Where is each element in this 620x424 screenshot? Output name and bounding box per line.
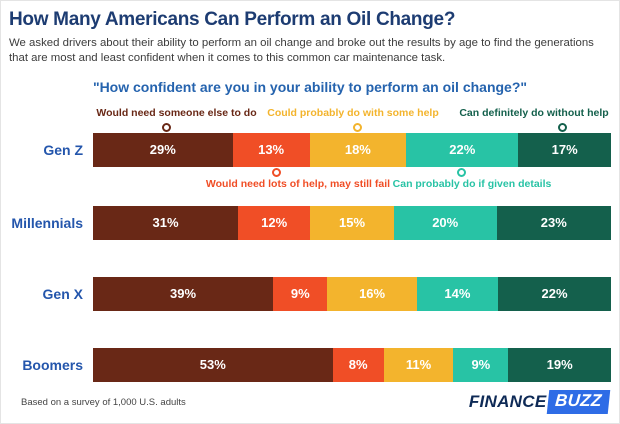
page-title: How Many Americans Can Perform an Oil Ch…: [9, 9, 456, 30]
bar-segment: 13%: [232, 132, 310, 167]
legend-label-need-someone-else: Would need someone else to do: [96, 106, 257, 119]
stacked-bar: 29% 13% 18% 22% 17%: [93, 132, 611, 167]
legend-label-definitely-without-help: Can definitely do without help: [459, 106, 609, 119]
bar-segment: 23%: [496, 205, 611, 240]
bar-row-gen-z: Gen Z 29% 13% 18% 22% 17%: [9, 132, 611, 167]
category-label-gen-x: Gen X: [42, 285, 83, 302]
bar-segment: 11%: [383, 347, 454, 382]
bar-segment: 9%: [273, 276, 328, 311]
stacked-bar: 31% 12% 15% 20% 23%: [93, 205, 611, 240]
footer: Based on a survey of 1,000 U.S. adults F…: [1, 389, 619, 415]
stacked-bar: 39% 9% 16% 14% 22%: [93, 276, 612, 311]
bar-row-millennials: Millennials 31% 12% 15% 20% 23%: [9, 205, 611, 240]
bar-segment: 22%: [406, 132, 519, 167]
bar-segment: 18%: [309, 132, 407, 167]
category-label-gen-z: Gen Z: [43, 141, 83, 158]
source-note: Based on a survey of 1,000 U.S. adults: [21, 396, 186, 408]
bar-segment: 31%: [93, 205, 239, 240]
legend-ring-icon: [353, 122, 362, 132]
bar-segment: 20%: [393, 205, 497, 240]
category-label-boomers: Boomers: [22, 356, 83, 373]
legend-ring-icon: [162, 122, 171, 132]
bar-segment: 14%: [416, 276, 499, 311]
bar-row-boomers: Boomers 53% 8% 11% 9% 19%: [9, 347, 611, 382]
subtitle: We asked drivers about their ability to …: [9, 37, 594, 65]
bar-segment: 39%: [93, 276, 274, 311]
bar-segment: 16%: [327, 276, 417, 311]
bar-segment: 17%: [518, 132, 611, 167]
survey-question: "How confident are you in your ability t…: [92, 78, 528, 95]
legend-ring-icon: [272, 167, 281, 177]
bar-segment: 8%: [332, 347, 384, 382]
bar-segment: 53%: [93, 347, 333, 382]
legend-ring-icon: [457, 167, 466, 177]
legend-ring-icon: [558, 122, 567, 132]
bar-segment: 19%: [508, 347, 611, 382]
legend-label-probably-with-help: Could probably do with some help: [267, 106, 439, 119]
legend-label-lots-of-help: Would need lots of help, may still fail: [205, 177, 391, 190]
stacked-bar: 53% 8% 11% 9% 19%: [93, 347, 611, 382]
bar-row-gen-x: Gen X 39% 9% 16% 14% 22%: [9, 276, 612, 311]
financebuzz-logo: FINANCE BUZZ: [468, 390, 611, 414]
category-label-millennials: Millennials: [11, 214, 83, 231]
bar-segment: 15%: [310, 205, 394, 240]
bar-segment: 22%: [498, 276, 612, 311]
bar-segment: 29%: [93, 132, 233, 167]
logo-text-finance: FINANCE: [468, 392, 547, 411]
bar-segment: 12%: [238, 205, 311, 240]
logo-text-buzz-box: BUZZ: [547, 390, 611, 414]
legend-label-probably-if-details: Can probably do if given details: [392, 177, 552, 190]
stacked-bar-chart: Would need someone else to do Could prob…: [9, 106, 612, 385]
bar-segment: 9%: [453, 347, 509, 382]
